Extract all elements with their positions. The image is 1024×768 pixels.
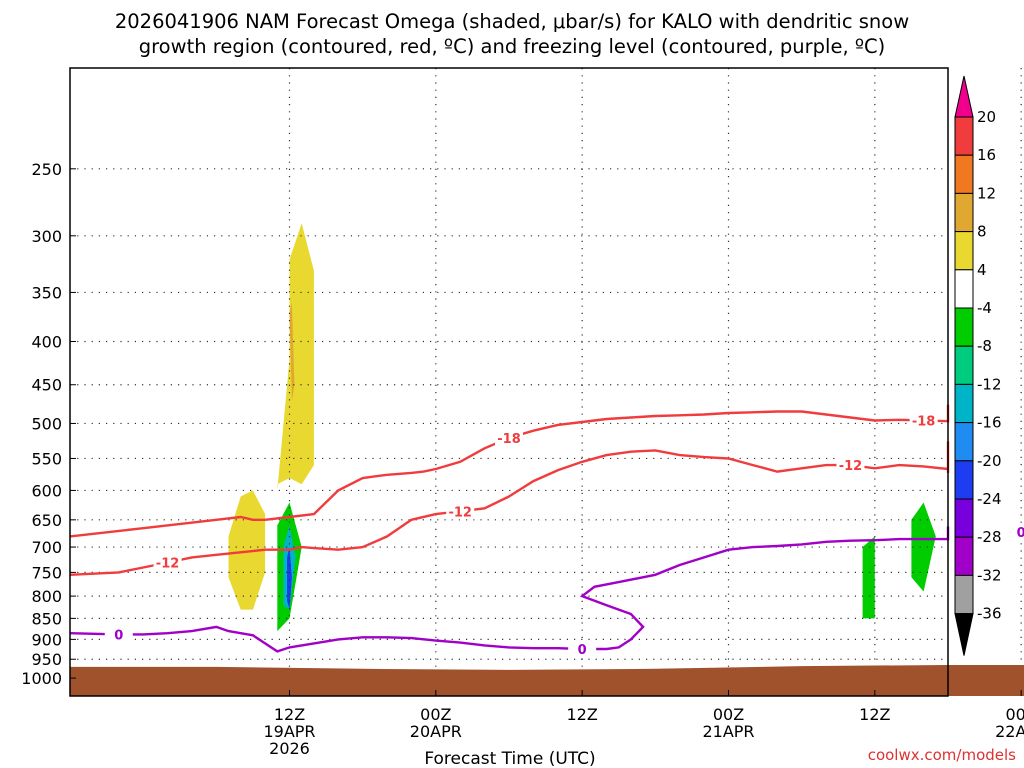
x-axis-time: 12Z19APR202600Z20APR12Z00Z21APR12Z00Z22A… — [263, 690, 1024, 758]
colorbar-tick-label: -36 — [977, 605, 1002, 623]
colorbar-swatch — [954, 574, 974, 615]
y-tick-label: 1000 — [21, 669, 62, 688]
contour-label: -12 — [448, 505, 472, 520]
y-tick-label: 650 — [31, 511, 62, 530]
colorbar-tick-label: -20 — [977, 452, 1002, 470]
y-tick-label: 450 — [31, 376, 62, 395]
x-axis-label: Forecast Time (UTC) — [424, 749, 595, 768]
colorbar-swatch — [954, 269, 974, 309]
colorbar-tick-label: -12 — [977, 375, 1002, 393]
x-tick-label: 00Z — [420, 705, 451, 724]
omega-region — [862, 536, 875, 619]
contour-label: -12 — [839, 459, 863, 474]
title-line-2: growth region (contoured, red, ºC) and f… — [139, 35, 886, 58]
omega-region — [777, 259, 802, 431]
y-tick-label: 400 — [31, 332, 62, 351]
y-tick-label: 250 — [31, 160, 62, 179]
colorbar-tick-label: -16 — [977, 414, 1002, 432]
colorbar-swatch — [954, 192, 974, 233]
y-tick-label: 800 — [31, 587, 62, 606]
colorbar-tick-label: 12 — [977, 184, 996, 202]
plot-frame — [69, 67, 949, 697]
y-tick-label: 500 — [31, 414, 62, 433]
x-tick-label: 19APR — [263, 722, 315, 741]
x-tick-label: 12Z — [567, 705, 598, 724]
y-tick-label: 900 — [31, 630, 62, 649]
credit-text: coolwx.com/models — [868, 746, 1016, 764]
colorbar-tick-label: 4 — [977, 261, 987, 279]
colorbar-tick-label: -24 — [977, 490, 1002, 508]
contour-label: -12 — [156, 556, 180, 571]
colorbar-swatch — [954, 307, 974, 347]
x-tick-label: 12Z — [859, 705, 890, 724]
colorbar-swatch — [954, 422, 974, 462]
contour-label: 0 — [578, 643, 587, 658]
x-tick-label: 00Z — [713, 705, 744, 724]
colorbar-swatch — [954, 498, 974, 538]
y-tick-label: 850 — [31, 609, 62, 628]
colorbar-tick-label: 20 — [977, 108, 996, 126]
y-tick-label: 700 — [31, 538, 62, 557]
omega-region — [911, 502, 936, 592]
y-tick-label: 300 — [31, 227, 62, 246]
colorbar-swatch — [954, 116, 974, 156]
x-tick-label: 20APR — [410, 722, 462, 741]
colorbar-swatch — [954, 536, 974, 576]
contour-label-bg — [104, 626, 133, 643]
colorbar-tick-label: -32 — [977, 566, 1002, 584]
plot-background — [70, 68, 948, 696]
colorbar-tick-label: -4 — [977, 299, 992, 317]
contour-label-bg — [153, 554, 182, 571]
colorbar-swatch — [954, 231, 974, 271]
colorbar-tick-label: -28 — [977, 528, 1002, 546]
colorbar-tick-label: 16 — [977, 146, 996, 164]
contour-label-bg — [836, 457, 865, 474]
contour-label-bg — [568, 641, 597, 658]
y-axis-pressure: 250 300 350 400 450 500 550 600 650 700 750 800 850 9… — [21, 160, 76, 688]
colorbar-swatch — [954, 383, 974, 424]
y-tick-label: 350 — [31, 283, 62, 302]
y-tick-label: 600 — [31, 481, 62, 500]
x-tick-label: 21APR — [702, 722, 754, 741]
contour-label-bg — [495, 429, 523, 446]
contour-label-bg — [1007, 524, 1024, 541]
y-tick-label: 750 — [31, 563, 62, 582]
ground-shading — [70, 665, 1024, 696]
contour-label: -18 — [497, 432, 521, 447]
contour-label-bg — [909, 412, 938, 429]
y-tick-label: 550 — [31, 449, 62, 468]
colorbar-bottom-arrow — [954, 613, 974, 656]
title-line-1: 2026041906 NAM Forecast Omega (shaded, μ… — [115, 10, 909, 33]
omega-region — [287, 547, 292, 610]
x-tick-label: 00Z — [1006, 705, 1024, 724]
contour-label: 0 — [1017, 526, 1024, 541]
contour-label: -18 — [912, 414, 936, 429]
chart-title: 2026041906 NAM Forecast Omega (shaded, μ… — [115, 10, 909, 58]
colorbar-tick-label: 8 — [977, 223, 987, 241]
contour-label: 0 — [114, 628, 123, 643]
plot-area: -18 -18 -12 -12 -12 -12 0 0 0 — [69, 67, 1024, 697]
x-tick-label: 2026 — [269, 739, 310, 758]
y-tick-label: 950 — [31, 650, 62, 669]
colorbar-swatch — [954, 345, 974, 385]
colorbar-swatch — [954, 154, 974, 194]
colorbar-top-arrow — [954, 75, 974, 118]
omega-region — [301, 490, 327, 619]
colorbar-legend: 20 16 12 8 4 -4 -8 -12 -16 -20 -24 -28 -32 -36 — [954, 75, 1002, 656]
x-tick-label: 12Z — [274, 705, 305, 724]
colorbar-tick-label: -8 — [977, 337, 992, 355]
contour-label-bg — [446, 503, 475, 520]
colorbar-swatch — [954, 460, 974, 500]
x-tick-label: 22APR — [995, 722, 1024, 741]
omega-region — [289, 302, 295, 401]
